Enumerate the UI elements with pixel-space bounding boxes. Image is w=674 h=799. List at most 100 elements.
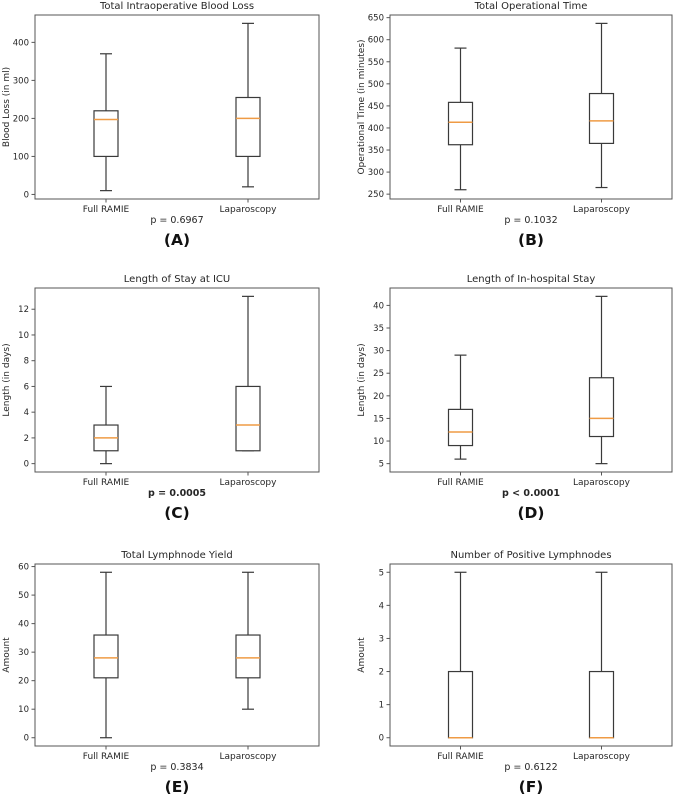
y-tick-label: 350 — [368, 146, 384, 156]
subplot-caption: (C) — [164, 504, 190, 522]
y-tick-label: 500 — [368, 80, 384, 90]
y-tick-label: 15 — [373, 414, 384, 424]
subplot-caption: (B) — [518, 231, 544, 249]
y-tick-label: 5 — [379, 568, 384, 578]
y-tick-label: 100 — [13, 152, 29, 162]
iqr-box — [588, 377, 615, 438]
y-tick-label: 12 — [18, 305, 29, 315]
y-tick-label: 25 — [373, 369, 384, 379]
plot-title: Length of Stay at ICU — [124, 274, 230, 285]
y-axis-label: Amount — [357, 637, 367, 673]
x-category-label: Full RAMIE — [83, 478, 130, 488]
box-full-ramie — [93, 53, 119, 192]
iqr-box — [235, 96, 261, 158]
subplot-c: Length of Stay at ICU Length (in days) 0 2 4… — [2, 274, 320, 522]
box-full-ramie — [93, 571, 119, 739]
subplot-e: Total Lymphnode Yield Amount 0 10 20 30 40 50 60… — [2, 550, 320, 796]
iqr-box — [235, 634, 261, 679]
p-value-label: p = 0.6122 — [504, 762, 557, 773]
y-tick-label: 1 — [379, 701, 384, 711]
y-tick-label: 20 — [373, 392, 384, 402]
p-value-label: p = 0.1032 — [504, 215, 557, 226]
y-tick-label: 4 — [24, 408, 29, 418]
iqr-box — [93, 634, 119, 679]
y-tick-label: 60 — [18, 563, 29, 573]
box-full-ramie — [447, 571, 474, 739]
y-tick-label: 3 — [379, 634, 384, 644]
box-laparoscopy — [235, 22, 261, 188]
iqr-box — [447, 101, 474, 146]
y-tick-label: 10 — [373, 437, 384, 447]
axes-frame — [34, 287, 320, 473]
y-tick-label: 450 — [368, 102, 384, 112]
p-value-label: p = 0.0005 — [148, 488, 206, 499]
axes-frame — [389, 287, 673, 473]
iqr-box — [93, 110, 119, 158]
y-tick-label: 0 — [379, 734, 384, 744]
y-tick-label: 30 — [373, 347, 384, 357]
y-tick-label: 30 — [18, 648, 29, 658]
y-tick-label: 4 — [379, 601, 384, 611]
y-tick-label: 400 — [13, 38, 29, 48]
axes-frame — [389, 14, 673, 200]
iqr-box — [235, 385, 261, 452]
iqr-box — [588, 670, 615, 739]
y-tick-label: 8 — [24, 357, 29, 367]
x-category-label: Laparoscopy — [220, 478, 278, 488]
y-axis-label: Blood Loss (in ml) — [2, 67, 12, 147]
x-category-label: Full RAMIE — [437, 205, 484, 215]
y-tick-label: 300 — [368, 168, 384, 178]
plot-title: Total Operational Time — [474, 1, 588, 12]
y-tick-label: 40 — [18, 620, 29, 630]
box-full-ramie — [447, 47, 474, 191]
x-category-label: Full RAMIE — [437, 752, 484, 762]
box-full-ramie — [93, 385, 119, 465]
iqr-box — [447, 670, 474, 739]
subplot-d: Length of In-hospital Stay Length (in day… — [357, 274, 673, 522]
subplot-b: Total Operational Time Operational Time (… — [357, 1, 673, 249]
plot-title: Number of Positive Lymphnodes — [450, 550, 611, 561]
y-tick-label: 50 — [18, 591, 29, 601]
y-tick-label: 35 — [373, 324, 384, 334]
plot-title: Total Intraoperative Blood Loss — [99, 1, 254, 12]
iqr-box — [447, 408, 474, 447]
subplot-caption: (E) — [165, 778, 190, 796]
x-category-label: Laparoscopy — [220, 205, 278, 215]
y-tick-label: 2 — [24, 434, 29, 444]
subplot-f: Number of Positive Lymphnodes Amount 0 1 2 3 4… — [357, 550, 673, 796]
y-tick-label: 0 — [24, 460, 29, 470]
box-laparoscopy — [588, 22, 615, 189]
y-tick-label: 6 — [24, 382, 29, 392]
y-tick-label: 0 — [24, 734, 29, 744]
subplot-caption: (D) — [517, 504, 544, 522]
axes-frame — [34, 14, 320, 200]
x-category-label: Laparoscopy — [573, 752, 631, 762]
iqr-box — [588, 92, 615, 145]
plot-title: Total Lymphnode Yield — [120, 550, 232, 561]
x-category-label: Full RAMIE — [83, 752, 130, 762]
y-tick-label: 5 — [379, 460, 384, 470]
axes-frame — [34, 563, 320, 747]
y-tick-label: 650 — [368, 14, 384, 24]
y-tick-label: 40 — [373, 301, 384, 311]
y-tick-label: 10 — [18, 331, 29, 341]
y-tick-label: 600 — [368, 36, 384, 46]
y-tick-label: 300 — [13, 76, 29, 86]
x-category-label: Laparoscopy — [573, 478, 631, 488]
y-axis-label: Operational Time (in minutes) — [357, 39, 367, 174]
y-tick-label: 0 — [24, 190, 29, 200]
subplot-a: Total Intraoperative Blood Loss Blood Los… — [2, 1, 320, 249]
x-category-label: Laparoscopy — [220, 752, 278, 762]
y-tick-label: 2 — [379, 668, 384, 678]
subplot-caption: (A) — [164, 231, 190, 249]
p-value-label: p = 0.3834 — [150, 762, 203, 773]
y-tick-label: 400 — [368, 124, 384, 134]
box-full-ramie — [447, 354, 474, 460]
y-tick-label: 20 — [18, 677, 29, 687]
p-value-label: p < 0.0001 — [502, 488, 560, 499]
plot-title: Length of In-hospital Stay — [467, 274, 596, 285]
x-category-label: Full RAMIE — [83, 205, 130, 215]
box-laparoscopy — [235, 295, 261, 452]
box-laparoscopy — [235, 571, 261, 710]
